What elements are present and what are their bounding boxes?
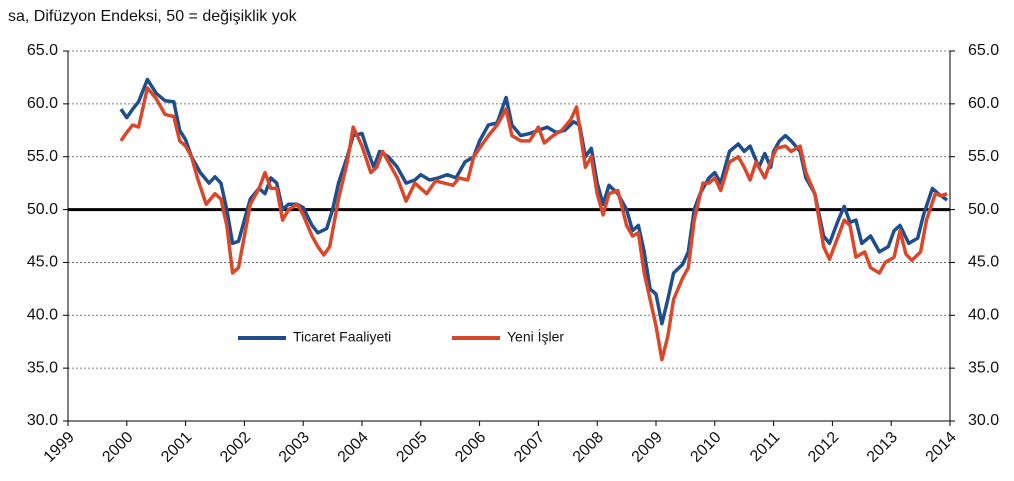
y2-tick-label: 55.0 xyxy=(968,148,999,165)
y2-tick-label: 50.0 xyxy=(968,201,999,218)
y-tick-label: 55.0 xyxy=(27,148,58,165)
x-tick-label: 2002 xyxy=(217,429,254,466)
chart-title: sa, Difüzyon Endeksi, 50 = değişiklik yo… xyxy=(8,8,298,25)
y-tick-label: 35.0 xyxy=(27,359,58,376)
legend: Ticaret Faaliyeti Yeni İşler xyxy=(238,328,564,345)
x-tick-label: 2011 xyxy=(747,429,783,465)
y-tick-label: 40.0 xyxy=(27,307,58,324)
y2-tick-label: 30.0 xyxy=(968,412,999,429)
legend-label: Yeni İşler xyxy=(507,328,564,345)
series-line xyxy=(119,77,949,326)
y2-tick-label: 40.0 xyxy=(968,307,999,324)
x-tick-label: 2001 xyxy=(158,429,195,466)
series-line xyxy=(119,86,948,362)
x-tick-label: 2012 xyxy=(805,429,842,466)
y2-tick-label: 60.0 xyxy=(968,95,999,112)
x-tick-label: 2008 xyxy=(570,429,607,466)
y-tick-label: 45.0 xyxy=(27,254,58,271)
x-tick-label: 1999 xyxy=(41,429,78,466)
x-tick-label: 2000 xyxy=(99,429,136,466)
y2-tick-label: 45.0 xyxy=(968,254,999,271)
x-tick-label: 2013 xyxy=(864,429,901,466)
y-tick-label: 50.0 xyxy=(27,201,58,218)
legend-label: Ticaret Faaliyeti xyxy=(293,329,391,345)
x-tick-label: 2003 xyxy=(276,429,313,466)
x-tick-label: 2006 xyxy=(452,429,489,466)
x-tick-label: 2004 xyxy=(335,429,372,466)
x-tick-label: 2009 xyxy=(629,429,666,466)
y-tick-label: 65.0 xyxy=(27,42,58,59)
y-tick-label: 30.0 xyxy=(27,412,58,429)
y2-tick-label: 35.0 xyxy=(968,359,999,376)
x-tick-label: 2005 xyxy=(393,429,430,466)
x-tick-label: 2010 xyxy=(687,429,724,466)
x-tick-label: 2014 xyxy=(923,429,960,466)
y2-tick-label: 65.0 xyxy=(968,42,999,59)
x-tick-label: 2007 xyxy=(511,429,548,466)
y-tick-label: 60.0 xyxy=(27,95,58,112)
